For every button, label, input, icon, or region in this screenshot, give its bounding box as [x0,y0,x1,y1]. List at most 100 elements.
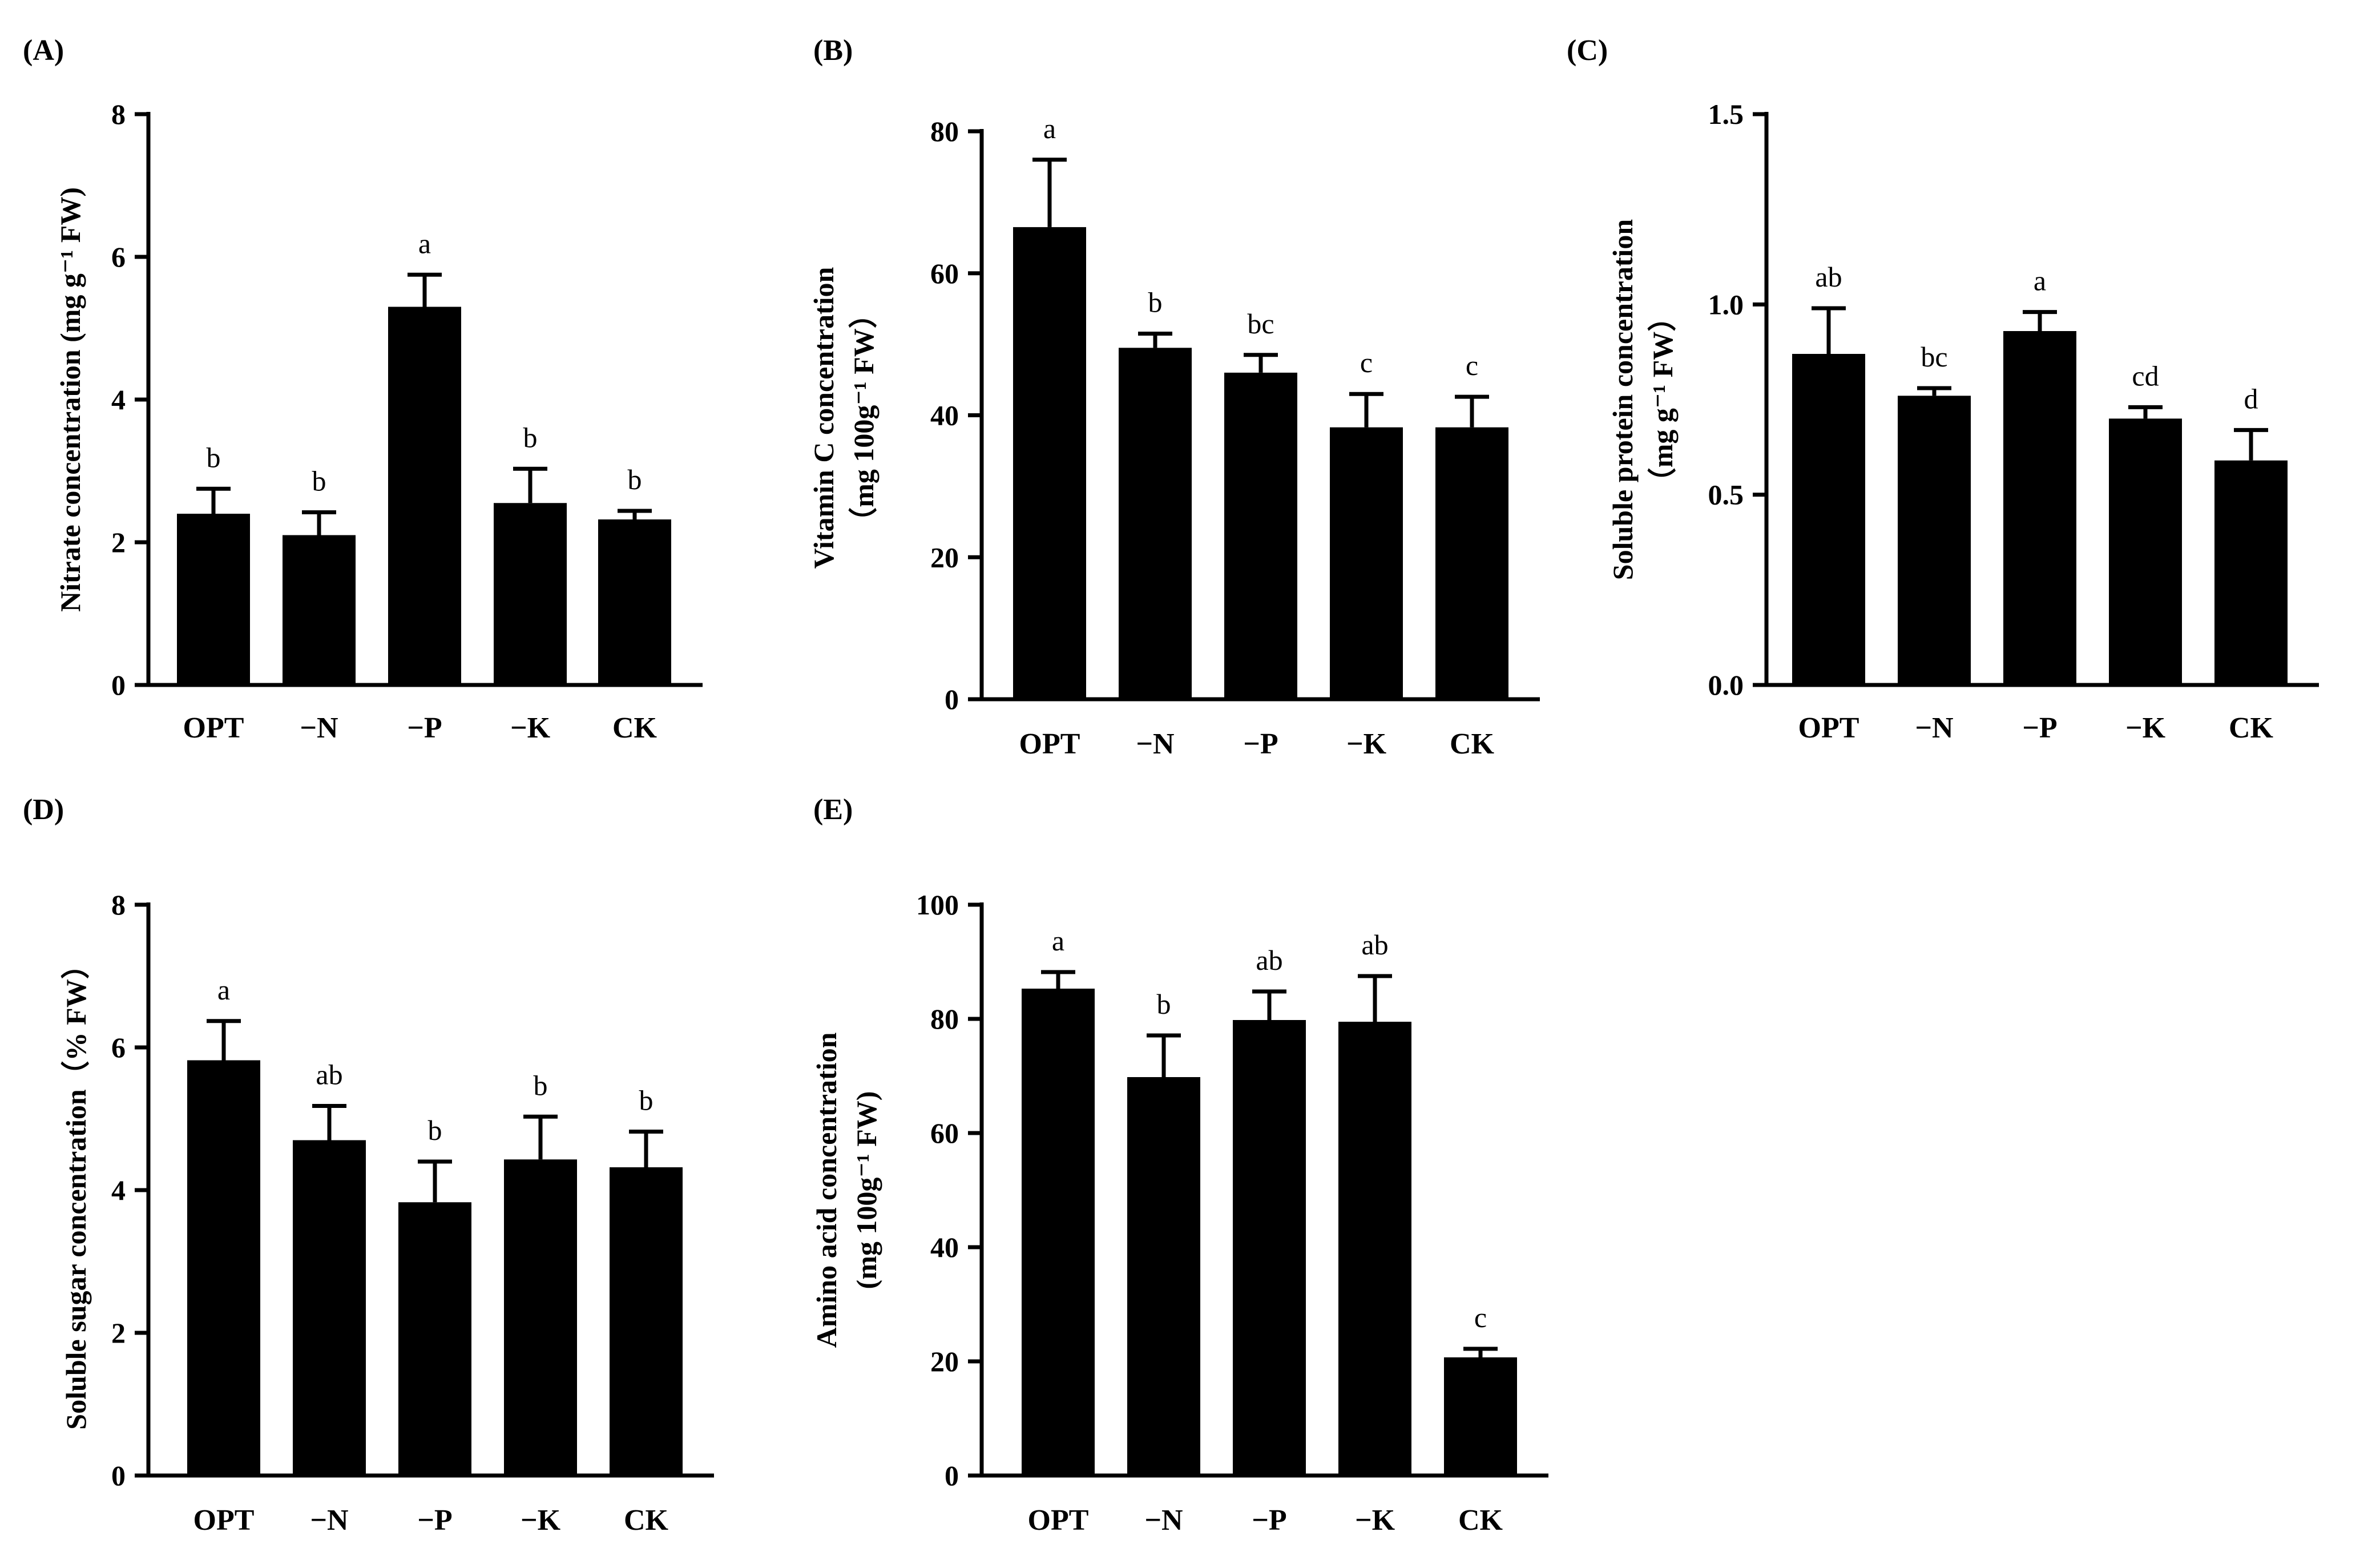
y-axis-label-line-1: （mg g⁻¹ FW） [1647,303,1679,497]
significance-label-0: a [1043,112,1056,144]
significance-label-3: ab [1361,929,1388,961]
significance-label-0: ab [1815,261,1842,293]
bar-2 [2003,331,2076,685]
significance-label-2: a [418,227,431,259]
y-tick-label-3: 6 [111,1031,126,1063]
bar-2 [388,307,461,685]
error-bar-0 [1041,970,1075,989]
significance-label-4: b [639,1085,654,1116]
x-tick-label-2: −P [2022,712,2057,744]
error-bar-2 [418,1159,452,1203]
error-bar-3 [513,466,547,503]
bar-0 [1792,354,1865,685]
y-tick-label-3: 1.5 [1708,98,1744,130]
bar-0 [187,1060,260,1476]
bar-1 [293,1140,366,1476]
y-axis-label-line-1: （mg 100g⁻¹ FW） [848,300,880,536]
panel-letter: (A) [23,34,64,67]
x-tick-label-0: OPT [193,1504,255,1537]
significance-label-4: c [1466,349,1478,381]
y-tick-label-4: 8 [111,889,126,921]
significance-label-2: b [428,1114,442,1146]
y-tick-label-3: 6 [111,241,126,273]
significance-label-3: b [523,421,538,453]
error-bar-2 [1244,353,1278,373]
significance-label-1: ab [316,1059,342,1091]
y-tick-label-0: 0 [945,1460,959,1492]
bar-1 [1119,348,1192,699]
bar-3 [504,1159,577,1476]
x-tick-label-4: CK [612,712,657,744]
y-tick-label-4: 8 [111,98,126,130]
y-tick-label-2: 4 [111,1174,126,1206]
bar-3 [2109,418,2182,685]
error-bar-1 [1917,386,1951,396]
chart-panel-a: (A) b OPT b −N a −P b −K b CK 0 2 4 6 8 Nitrate concentr… [23,34,703,744]
chart-panel-b: (B) a OPT b −N bc −P c −K c CK 0 20 40 60 80 Vitamin C c… [808,34,1540,760]
y-tick-label-2: 4 [111,384,126,416]
error-bar-3 [2128,405,2163,419]
y-tick-label-1: 2 [111,526,126,558]
y-tick-label-3: 60 [930,1117,959,1149]
significance-label-2: bc [1247,308,1274,340]
bar-2 [1224,372,1297,699]
bar-4 [598,519,671,685]
x-tick-label-4: CK [2229,712,2274,744]
error-bar-3 [1358,974,1392,1022]
y-axis-label: Soluble protein concentration （mg g⁻¹ FW） [1607,219,1679,581]
bar-4 [2214,460,2288,685]
y-axis-label-line-0: Vitamin C concentration [808,267,840,569]
error-bar-0 [1032,158,1067,227]
x-tick-label-3: −K [521,1504,561,1537]
panel-letter: (D) [23,793,64,826]
panel-letter: (B) [813,34,853,67]
x-tick-label-3: −K [2125,712,2166,744]
x-tick-label-2: −P [1243,728,1278,760]
significance-label-1: b [1157,988,1171,1020]
error-bar-1 [1138,331,1172,348]
bar-0 [177,514,250,685]
x-tick-label-4: CK [1450,728,1495,760]
y-axis-label-line-0: Soluble sugar concentration（% FW） [60,950,92,1429]
significance-label-3: cd [2132,360,2159,392]
x-tick-label-3: −K [1346,728,1387,760]
error-bar-4 [2234,428,2268,461]
x-tick-label-0: OPT [183,712,244,744]
error-bar-3 [523,1114,558,1160]
y-tick-label-1: 20 [930,541,959,573]
y-tick-label-0: 0 [111,669,126,701]
bar-2 [1233,1020,1306,1476]
bar-3 [1330,427,1403,699]
y-axis-label: Nitrate concentration (mg g⁻¹ FW) [54,187,86,612]
y-tick-label-3: 60 [930,257,959,289]
bar-2 [398,1202,471,1476]
y-tick-label-0: 0 [945,683,959,715]
significance-label-1: b [1148,286,1163,318]
x-tick-label-1: −N [310,1504,348,1537]
x-tick-label-3: −K [510,712,551,744]
bar-4 [1444,1357,1517,1476]
x-tick-label-1: −N [1136,728,1174,760]
y-axis-label: Soluble sugar concentration（% FW） [60,950,92,1429]
x-tick-label-2: −P [1252,1504,1286,1537]
x-tick-label-1: −N [300,712,338,744]
y-axis-label: Amino acid concentration (mg 100g⁻¹ FW) [810,1032,882,1348]
chart-panel-e: (E) a OPT b −N ab −P ab −K c CK 0 20 40 60 80 100 Amino a… [810,793,1548,1537]
bar-0 [1022,989,1095,1476]
error-bar-0 [207,1019,241,1061]
bar-4 [1435,427,1508,699]
error-bar-2 [1252,989,1286,1020]
error-bar-2 [2023,310,2057,331]
x-tick-label-3: −K [1355,1504,1395,1537]
y-axis-label-line-0: Amino acid concentration [810,1032,842,1348]
x-tick-label-4: CK [1458,1504,1503,1537]
x-tick-label-0: OPT [1028,1504,1089,1537]
y-tick-label-4: 80 [930,115,959,147]
error-bar-0 [196,486,231,514]
y-tick-label-2: 1.0 [1708,288,1744,320]
significance-label-1: b [312,465,326,497]
x-tick-label-1: −N [1915,712,1953,744]
error-bar-3 [1349,392,1383,428]
significance-label-3: c [1360,346,1373,378]
y-tick-label-5: 100 [916,889,959,921]
